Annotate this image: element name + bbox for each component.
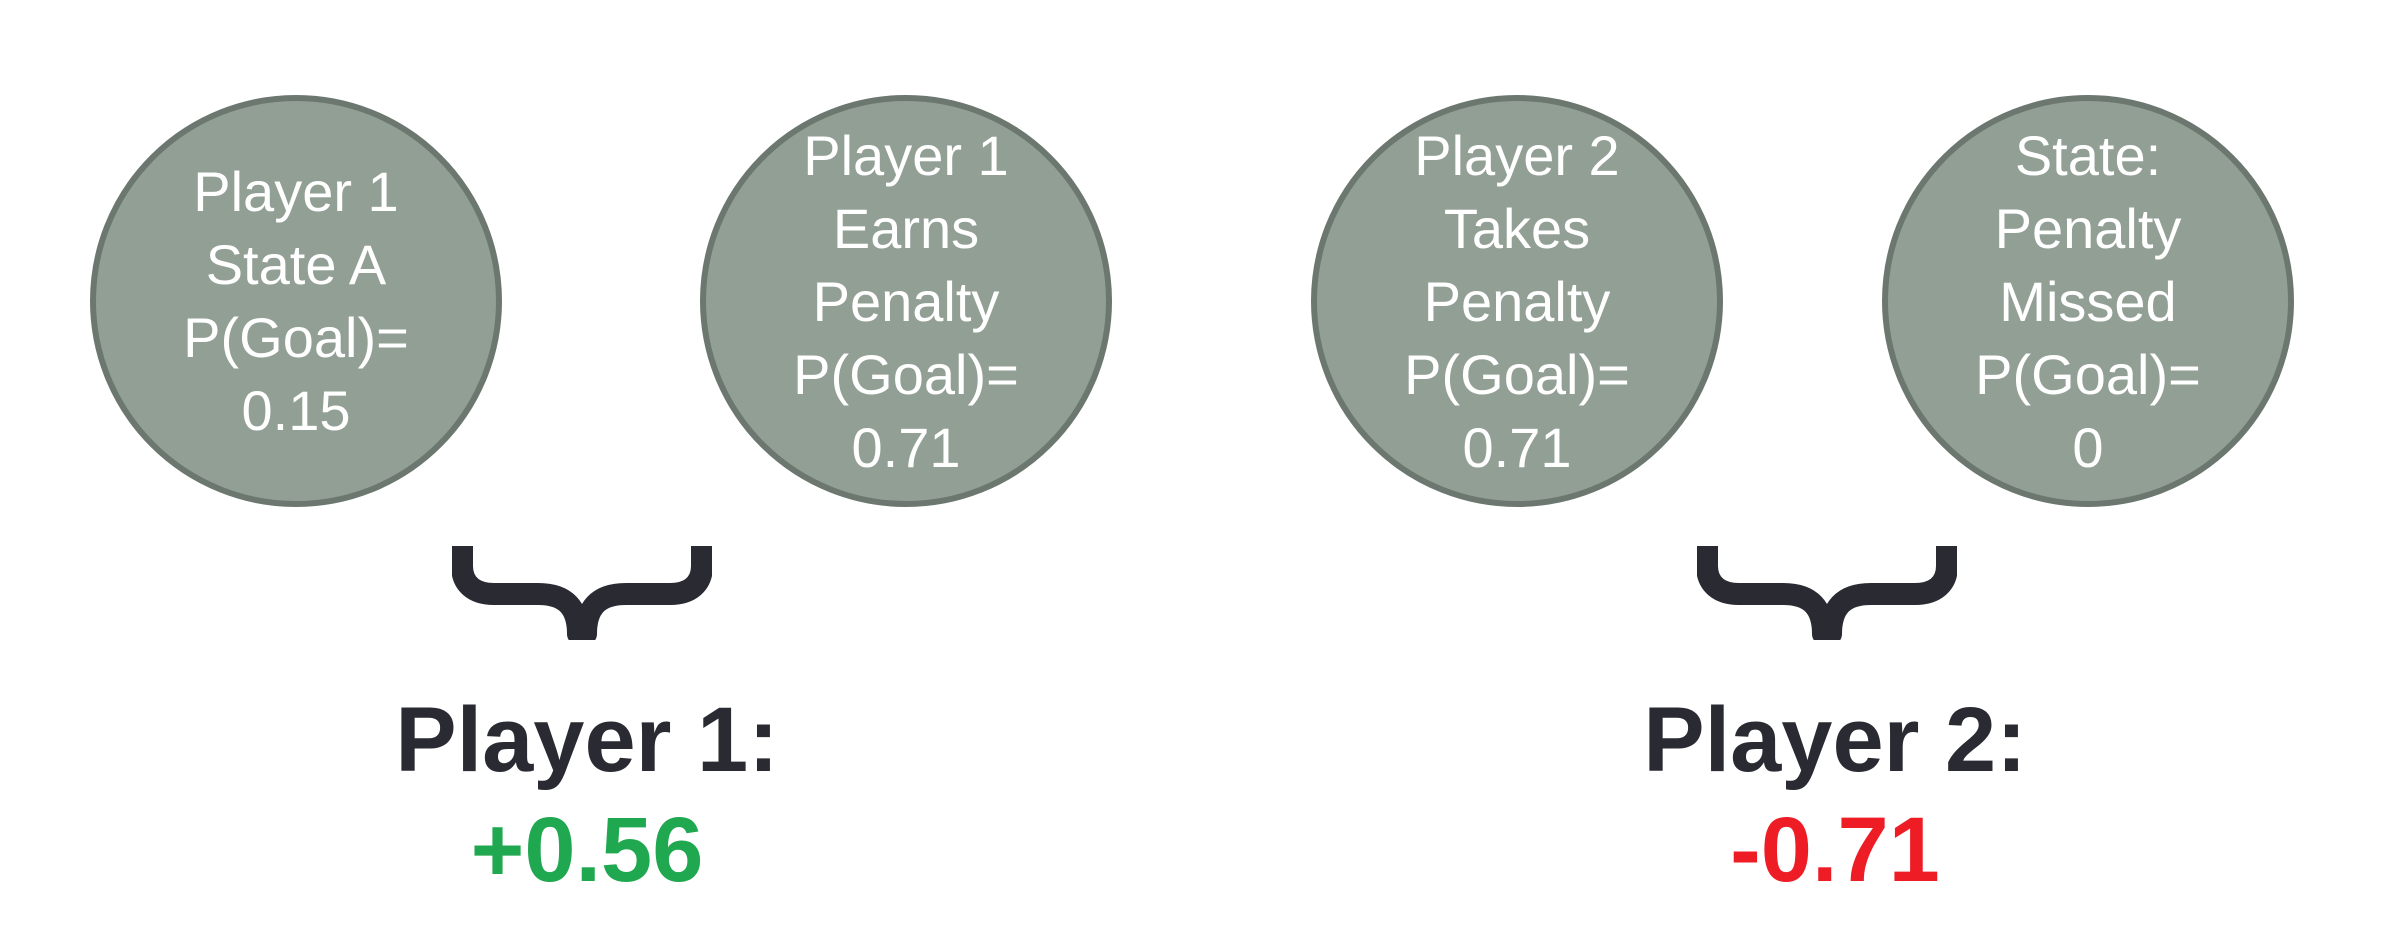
node-text-line: Penalty: [812, 269, 1000, 333]
node-text-line: 0.71: [1462, 415, 1572, 479]
state-node-player1-state-a: Player 1 State A P(Goal)= 0.15: [90, 95, 502, 507]
result-player1: Player 1: +0.56: [287, 685, 887, 905]
node-text-line: Missed: [1999, 269, 2177, 333]
result-label: Player 1:: [395, 689, 779, 791]
result-label: Player 2:: [1643, 689, 2027, 791]
brace-icon: [1697, 546, 1957, 640]
state-node-penalty-missed: State: Penalty Missed P(Goal)= 0: [1882, 95, 2294, 507]
node-text-line: Penalty: [1994, 196, 2182, 260]
node-text-line: 0: [2072, 415, 2104, 479]
node-text-line: Penalty: [1423, 269, 1611, 333]
node-text-line: Player 1: [803, 123, 1009, 187]
node-text-line: Earns: [832, 196, 980, 260]
state-node-player2-takes-penalty: Player 2 Takes Penalty P(Goal)= 0.71: [1311, 95, 1723, 507]
result-value: -0.71: [1730, 799, 1940, 901]
node-text-line: State A: [205, 233, 387, 296]
node-text-line: P(Goal)=: [793, 342, 1019, 406]
node-text-line: 0.71: [851, 415, 961, 479]
state-node-player1-earns-penalty: Player 1 Earns Penalty P(Goal)= 0.71: [700, 95, 1112, 507]
result-value: +0.56: [470, 799, 704, 901]
node-text-line: Player 1: [193, 160, 399, 223]
node-text-line: Takes: [1443, 196, 1591, 260]
node-text-line: P(Goal)=: [183, 306, 409, 369]
node-text-line: 0.15: [241, 379, 351, 442]
brace-icon: [452, 546, 712, 640]
node-text-line: P(Goal)=: [1404, 342, 1630, 406]
node-text-line: Player 2: [1414, 123, 1620, 187]
node-text-line: State:: [2014, 123, 2162, 187]
result-player2: Player 2: -0.71: [1535, 685, 2135, 905]
node-text-line: P(Goal)=: [1975, 342, 2201, 406]
